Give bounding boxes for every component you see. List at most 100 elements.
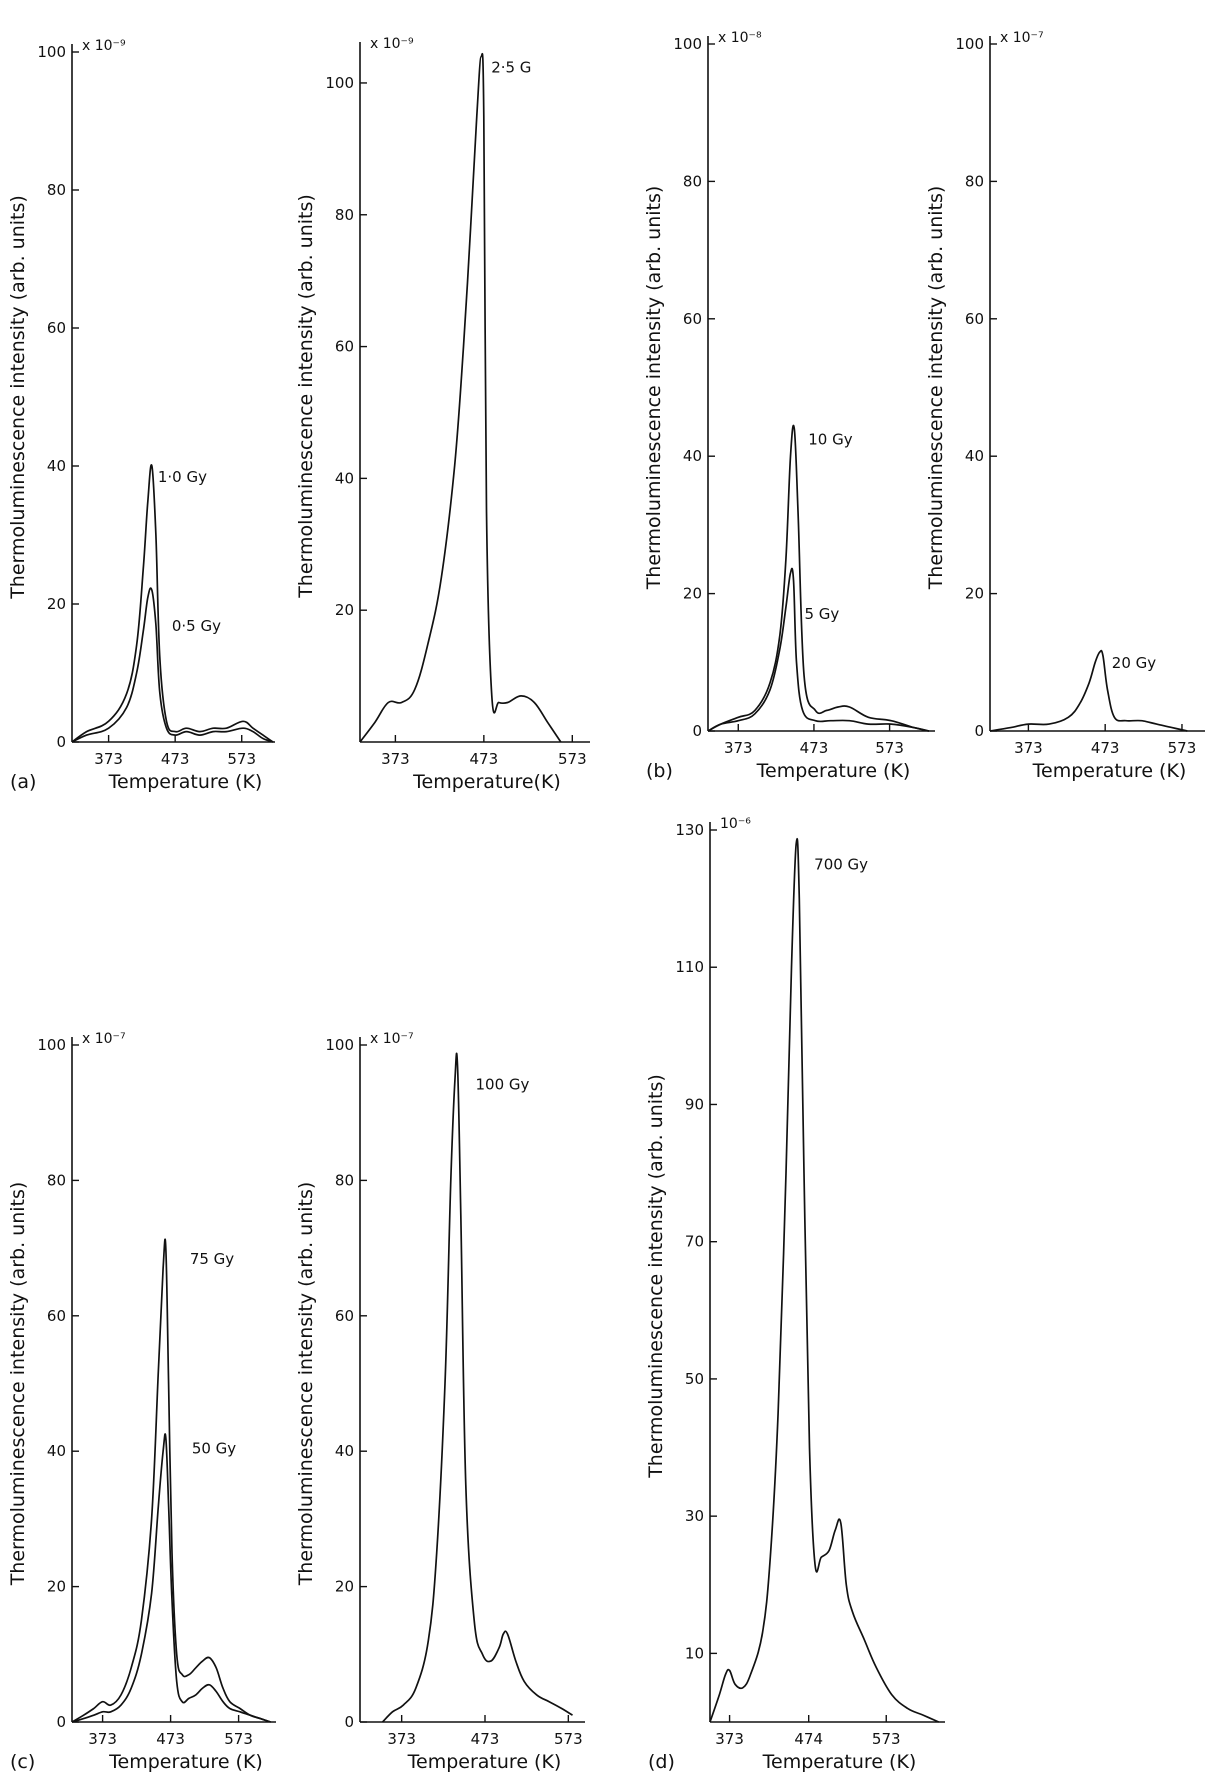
x-tick-label: 473 bbox=[471, 1730, 500, 1748]
y-tick-label: 100 bbox=[325, 1036, 354, 1054]
y-tick-label: 20 bbox=[47, 1578, 66, 1596]
series-label: 5 Gy bbox=[804, 605, 839, 623]
y-tick-label: 60 bbox=[965, 310, 984, 328]
y-axis-title: Thermoluminescence intensity (arb. units… bbox=[7, 1182, 29, 1587]
y-multiplier-label: x 10⁻⁹ bbox=[370, 36, 414, 52]
x-axis-title: Temperature (K) bbox=[756, 760, 911, 782]
x-axis-title: Temperature (K) bbox=[1032, 760, 1187, 782]
x-tick-label: 473 bbox=[1091, 739, 1120, 757]
y-tick-label: 0 bbox=[974, 722, 984, 740]
y-tick-label: 60 bbox=[335, 338, 354, 356]
y-multiplier-label: x 10⁻⁹ bbox=[82, 38, 126, 54]
y-tick-label: 110 bbox=[675, 958, 704, 976]
y-tick-label: 50 bbox=[685, 1370, 704, 1388]
y-tick-label: 20 bbox=[965, 585, 984, 603]
chart-panel-5: 0 20 40 60 80 100 373 473 573 x 10⁻⁷ Thermolumines… bbox=[295, 1031, 585, 1773]
x-tick-label: 473 bbox=[470, 750, 499, 768]
y-tick-label: 0 bbox=[56, 1713, 66, 1731]
x-tick-label: 473 bbox=[800, 739, 829, 757]
series-line-0 bbox=[71, 464, 274, 743]
x-axis-title: Temperature (K) bbox=[108, 1751, 263, 1773]
y-tick-label: 100 bbox=[955, 35, 984, 53]
series-line-1 bbox=[71, 1433, 271, 1723]
x-tick-label: 373 bbox=[94, 750, 123, 768]
x-axis-title: Temperature (K) bbox=[108, 771, 263, 793]
y-tick-label: 80 bbox=[47, 181, 66, 199]
y-tick-label: 80 bbox=[335, 1171, 354, 1189]
series-label: 100 Gy bbox=[476, 1075, 530, 1093]
y-tick-label: 0 bbox=[56, 733, 66, 751]
series-line-0 bbox=[71, 1238, 271, 1723]
y-multiplier-label: x 10⁻⁷ bbox=[1000, 30, 1044, 46]
x-tick-label: 473 bbox=[156, 1730, 185, 1748]
series-label: 2·5 G bbox=[491, 59, 531, 77]
x-tick-label: 373 bbox=[1014, 739, 1043, 757]
y-tick-label: 60 bbox=[47, 319, 66, 337]
y-tick-label: 100 bbox=[325, 74, 354, 92]
x-tick-label: 373 bbox=[88, 1730, 117, 1748]
y-multiplier-label: x 10⁻⁷ bbox=[82, 1031, 126, 1047]
chart-panel-0: 0 20 40 60 80 100 373 473 573 x 10⁻⁹ Thermolumines… bbox=[7, 38, 275, 793]
y-axis-title: Thermoluminescence intensity (arb. units… bbox=[645, 1074, 667, 1479]
series-label: 10 Gy bbox=[808, 431, 852, 449]
series-label: 20 Gy bbox=[1112, 654, 1156, 672]
y-tick-label: 40 bbox=[965, 447, 984, 465]
y-tick-label: 0 bbox=[692, 722, 702, 740]
chart-panel-6: 10 30 50 70 90 110 130 373 474 573 10⁻⁶ Thermolumin… bbox=[645, 816, 945, 1773]
series-line-1 bbox=[71, 587, 274, 743]
series-line-0 bbox=[381, 1052, 573, 1723]
y-tick-label: 20 bbox=[47, 595, 66, 613]
series-label: 50 Gy bbox=[192, 1440, 236, 1458]
y-tick-label: 60 bbox=[47, 1307, 66, 1325]
series-line-0 bbox=[359, 52, 562, 743]
y-tick-label: 40 bbox=[683, 447, 702, 465]
y-multiplier-label: x 10⁻⁸ bbox=[718, 30, 762, 46]
x-tick-label: 573 bbox=[224, 1730, 253, 1748]
series-label: 1·0 Gy bbox=[158, 468, 207, 486]
panel-label: (a) bbox=[10, 771, 36, 793]
chart-panel-4: 0 20 40 60 80 100 373 473 573 x 10⁻⁷ Thermolumines… bbox=[7, 1031, 276, 1773]
series-label: 75 Gy bbox=[190, 1250, 234, 1268]
y-axis-title: Thermoluminescence intensity (arb. units… bbox=[295, 1182, 317, 1587]
y-tick-label: 80 bbox=[683, 172, 702, 190]
x-tick-label: 573 bbox=[554, 1730, 583, 1748]
x-tick-label: 573 bbox=[1168, 739, 1197, 757]
chart-panel-3: 0 20 40 60 80 100 373 473 573 x 10⁻⁷ Thermolumines… bbox=[925, 30, 1205, 782]
y-tick-label: 10 bbox=[685, 1644, 704, 1662]
x-tick-label: 373 bbox=[715, 1730, 744, 1748]
y-axis-title: Thermoluminescence intensity (arb. units… bbox=[643, 186, 665, 591]
y-tick-label: 130 bbox=[675, 821, 704, 839]
x-axis-title: Temperature(K) bbox=[412, 771, 561, 793]
series-label: 700 Gy bbox=[814, 856, 868, 874]
y-tick-label: 40 bbox=[335, 1442, 354, 1460]
panel-label: (c) bbox=[10, 1751, 35, 1773]
series-line-1 bbox=[707, 567, 930, 732]
y-tick-label: 60 bbox=[335, 1307, 354, 1325]
y-tick-label: 100 bbox=[37, 43, 66, 61]
y-multiplier-label: 10⁻⁶ bbox=[720, 816, 751, 832]
y-tick-label: 20 bbox=[683, 585, 702, 603]
chart-panel-2: 0 20 40 60 80 100 373 473 573 x 10⁻⁸ Thermolumines… bbox=[643, 30, 935, 782]
y-tick-label: 20 bbox=[335, 1578, 354, 1596]
series-line-0 bbox=[709, 837, 940, 1723]
x-axis-title: Temperature (K) bbox=[762, 1751, 917, 1773]
x-tick-label: 573 bbox=[558, 750, 587, 768]
y-tick-label: 40 bbox=[47, 457, 66, 475]
y-tick-label: 40 bbox=[335, 469, 354, 487]
y-tick-label: 20 bbox=[335, 601, 354, 619]
x-tick-label: 473 bbox=[161, 750, 190, 768]
y-tick-label: 90 bbox=[685, 1095, 704, 1113]
y-tick-label: 0 bbox=[344, 1713, 354, 1731]
y-tick-label: 30 bbox=[685, 1507, 704, 1525]
x-axis-title: Temperature (K) bbox=[407, 1751, 562, 1773]
y-tick-label: 80 bbox=[965, 172, 984, 190]
x-tick-label: 373 bbox=[724, 739, 753, 757]
y-tick-label: 100 bbox=[37, 1036, 66, 1054]
y-multiplier-label: x 10⁻⁷ bbox=[370, 1031, 414, 1047]
y-tick-label: 80 bbox=[335, 206, 354, 224]
x-tick-label: 373 bbox=[381, 750, 410, 768]
y-axis-title: Thermoluminescence intensity (arb. units… bbox=[7, 195, 29, 600]
x-tick-label: 474 bbox=[794, 1730, 823, 1748]
panel-label: (b) bbox=[646, 760, 673, 782]
